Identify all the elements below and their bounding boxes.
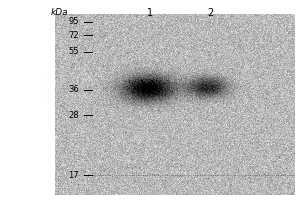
Text: 36: 36 — [68, 86, 79, 95]
Text: 55: 55 — [68, 47, 79, 56]
Text: 17: 17 — [68, 170, 79, 180]
Text: 95: 95 — [68, 18, 79, 26]
Text: 2: 2 — [207, 8, 213, 18]
Text: 72: 72 — [68, 30, 79, 40]
Text: 1: 1 — [147, 8, 153, 18]
Text: kDa: kDa — [50, 8, 68, 17]
Text: 28: 28 — [68, 110, 79, 119]
